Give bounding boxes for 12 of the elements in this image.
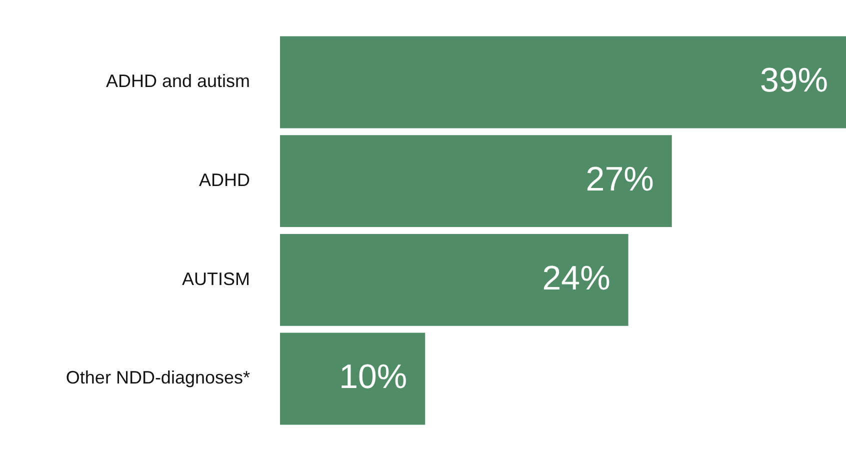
bar — [280, 36, 846, 128]
bar — [280, 135, 672, 228]
data-label: 10% — [339, 358, 408, 396]
y-tick-label: AUTISM — [182, 268, 250, 289]
data-label: 27% — [586, 160, 654, 198]
y-tick-label: ADHD and autism — [106, 71, 250, 92]
bar — [280, 234, 628, 326]
data-label: 24% — [542, 259, 610, 298]
data-label: 39% — [760, 62, 828, 100]
bar — [280, 332, 426, 425]
y-tick-label: ADHD — [198, 170, 250, 190]
y-tick-label: Other NDD-diagnoses* — [66, 368, 250, 388]
